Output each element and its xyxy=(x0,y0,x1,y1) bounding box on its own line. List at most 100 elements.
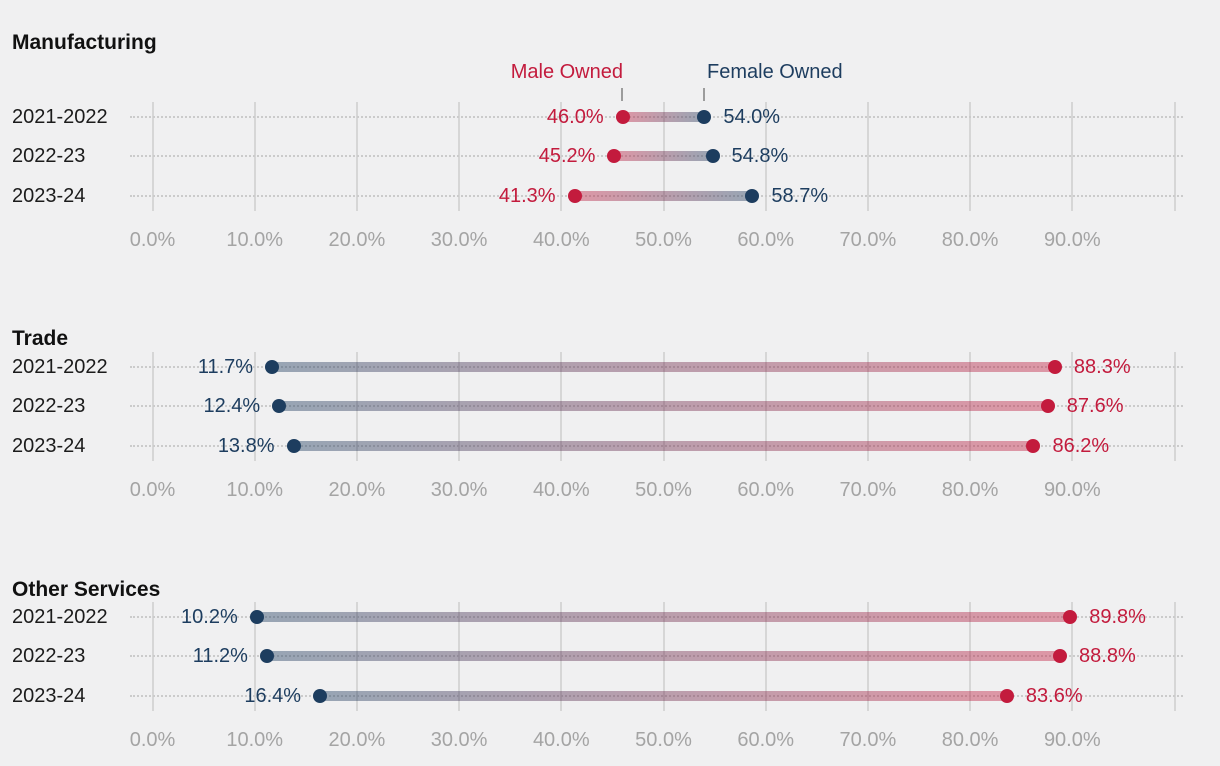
row-leader-line xyxy=(130,366,1183,368)
dumbbell-bar xyxy=(266,651,1061,662)
dumbbell-bar xyxy=(574,190,753,201)
axis-tick-label: 80.0% xyxy=(941,479,999,501)
male-dot xyxy=(607,149,622,164)
axis-tick-label: 30.0% xyxy=(430,729,488,751)
female-value-label: 54.8% xyxy=(731,145,789,168)
category-label: 2022-23 xyxy=(12,645,86,668)
male-value-label: 89.8% xyxy=(1089,606,1146,628)
male-value-label: 88.3% xyxy=(1073,356,1131,378)
axis-tick-label: 90.0% xyxy=(1043,479,1101,501)
female-dot xyxy=(313,688,328,703)
axis-tick-label: 0.0% xyxy=(129,229,176,251)
row-leader-line xyxy=(130,194,1183,197)
axis-tick-label: 10.0% xyxy=(226,229,284,251)
female-dot xyxy=(697,110,712,124)
axis-tick-label: 0.0% xyxy=(129,729,176,751)
male-dot xyxy=(1040,399,1055,414)
female-dot xyxy=(286,438,301,453)
row-leader-line xyxy=(130,694,1183,697)
dumbbell-bar xyxy=(622,112,705,122)
axis-tick-label: 90.0% xyxy=(1043,229,1101,251)
category-label: 2023-24 xyxy=(12,434,86,457)
axis-tick-label: 20.0% xyxy=(328,729,386,751)
panel-title-other-services: Other Services xyxy=(12,578,161,602)
row-leader-line xyxy=(130,155,1183,158)
female-dot xyxy=(745,188,760,203)
legend-male-label: Male Owned xyxy=(510,61,623,83)
axis-tick-label: 0.0% xyxy=(129,479,176,501)
axis-tick-label: 40.0% xyxy=(532,479,590,501)
row-leader-line xyxy=(130,116,1183,118)
male-dot xyxy=(1047,360,1062,374)
axis-tick-label: 70.0% xyxy=(839,229,897,251)
dumbbell-bar xyxy=(293,440,1034,451)
dumbbell-bar xyxy=(272,362,1055,372)
male-dot xyxy=(1053,649,1068,664)
female-dot xyxy=(249,610,264,624)
male-value-label: 45.2% xyxy=(538,145,596,168)
legend-leader-male xyxy=(621,88,623,101)
legend-female-label: Female Owned xyxy=(707,61,843,83)
legend-leader-female xyxy=(703,88,705,101)
axis-tick-label: 60.0% xyxy=(737,479,795,501)
axis-tick-label: 50.0% xyxy=(635,729,692,751)
axis-tick-label: 20.0% xyxy=(328,479,386,501)
male-value-label: 88.8% xyxy=(1079,645,1136,668)
axis-tick-label: 50.0% xyxy=(635,229,692,251)
axis-tick-label: 10.0% xyxy=(226,729,284,751)
female-value-label: 11.2% xyxy=(192,645,248,668)
axis-tick-label: 70.0% xyxy=(839,479,897,501)
panel-title-manufacturing: Manufacturing xyxy=(12,31,157,55)
row-leader-line xyxy=(130,405,1183,408)
male-dot xyxy=(567,188,582,203)
male-dot xyxy=(1026,438,1041,453)
axis-tick-label: 50.0% xyxy=(635,479,692,501)
female-value-label: 11.7% xyxy=(197,356,254,378)
category-label: 2023-24 xyxy=(12,684,86,707)
category-label: 2022-23 xyxy=(12,395,86,418)
axis-tick-label: 40.0% xyxy=(532,229,590,251)
row-leader-line xyxy=(130,616,1183,618)
male-dot xyxy=(615,110,630,124)
axis-tick-label: 60.0% xyxy=(737,729,795,751)
female-value-label: 54.0% xyxy=(723,106,781,128)
category-label: 2021-2022 xyxy=(12,356,108,378)
axis-tick-label: 90.0% xyxy=(1043,729,1101,751)
axis-tick-label: 30.0% xyxy=(430,229,488,251)
category-label: 2021-2022 xyxy=(12,606,108,628)
dumbbell-bar xyxy=(279,401,1048,412)
male-value-label: 87.6% xyxy=(1066,395,1124,418)
row-leader-line xyxy=(130,655,1183,658)
category-label: 2021-2022 xyxy=(12,106,108,128)
female-dot xyxy=(259,649,274,664)
dumbbell-bar xyxy=(320,690,1007,701)
female-dot xyxy=(705,149,720,164)
male-dot xyxy=(1063,610,1078,624)
male-value-label: 86.2% xyxy=(1052,434,1110,457)
male-value-label: 83.6% xyxy=(1025,684,1083,707)
axis-tick-label: 20.0% xyxy=(328,229,386,251)
row-leader-line xyxy=(130,444,1183,447)
panel-title-trade: Trade xyxy=(12,327,69,351)
female-value-label: 16.4% xyxy=(244,684,302,707)
axis-tick-label: 80.0% xyxy=(941,229,999,251)
female-value-label: 13.8% xyxy=(217,434,275,457)
dumbbell-bar xyxy=(614,151,713,162)
axis-tick-label: 70.0% xyxy=(839,729,897,751)
male-value-label: 46.0% xyxy=(546,106,604,128)
female-dot xyxy=(272,399,287,414)
axis-tick-label: 40.0% xyxy=(532,729,590,751)
axis-tick-label: 10.0% xyxy=(226,479,284,501)
dumbbell-bar xyxy=(256,612,1071,622)
axis-tick-label: 60.0% xyxy=(737,229,795,251)
female-value-label: 12.4% xyxy=(203,395,261,418)
category-label: 2023-24 xyxy=(12,184,86,207)
category-label: 2022-23 xyxy=(12,145,86,168)
female-dot xyxy=(265,360,280,374)
female-value-label: 10.2% xyxy=(181,606,238,628)
male-dot xyxy=(999,688,1014,703)
female-value-label: 58.7% xyxy=(771,184,829,207)
axis-tick-label: 80.0% xyxy=(941,729,999,751)
axis-tick-label: 30.0% xyxy=(430,479,488,501)
